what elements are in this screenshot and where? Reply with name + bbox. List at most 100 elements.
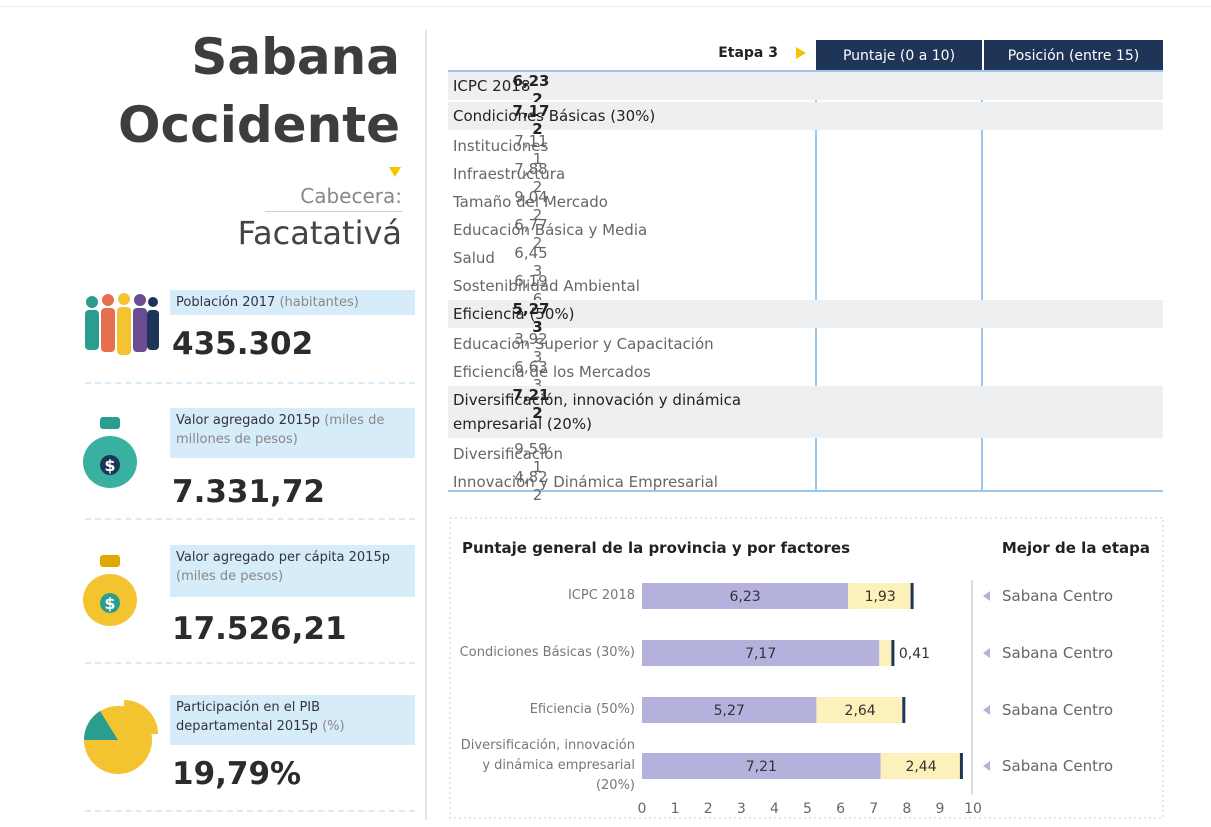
best-arrow xyxy=(983,591,990,601)
svg-text:$: $ xyxy=(104,456,115,475)
separator xyxy=(85,382,415,384)
table-row: Eficiencia de los Mercados 6,63 3 xyxy=(448,358,1163,394)
x-tick-label: 6 xyxy=(836,801,845,817)
bar-segment xyxy=(642,697,817,723)
row-position: 2 xyxy=(532,120,543,138)
row-name: Salud xyxy=(453,249,495,267)
divider xyxy=(425,30,427,820)
row-position: 2 xyxy=(532,486,543,504)
row-name: Eficiencia de los Mercados xyxy=(453,363,651,381)
row-name: Educación Superior y Capacitación xyxy=(453,335,714,353)
row-score: 7,11 xyxy=(514,132,548,150)
table-row: Diversificación, innovación y dinámica e… xyxy=(448,386,1163,438)
table-row: Condiciones Básicas (30%) 7,17 2 xyxy=(448,102,1163,138)
table-row: Tamaño del Mercado 9,04 2 xyxy=(448,188,1163,224)
title: Occidente xyxy=(117,96,400,154)
row-score: 5,27 xyxy=(512,300,550,318)
x-tick-label: 5 xyxy=(803,801,812,817)
indicator-unit: (habitantes) xyxy=(279,295,359,310)
row-score: 7,21 xyxy=(512,386,550,404)
table-row: ICPC 2018 6,23 2 xyxy=(448,72,1163,108)
separator xyxy=(85,662,415,664)
row-score: 9,59 xyxy=(514,440,548,458)
row-score: 7,17 xyxy=(512,102,550,120)
column-rule xyxy=(981,70,983,490)
indicator-value: 7.331,72 xyxy=(172,474,325,510)
row-name: Condiciones Básicas (30%) xyxy=(453,107,656,125)
bar-segment xyxy=(642,640,880,666)
top-rule xyxy=(0,6,1211,7)
chart-title: Puntaje general de la provincia y por fa… xyxy=(462,539,850,557)
category-label: Diversificación, innovación y dinámica e… xyxy=(460,738,635,793)
bar-segment xyxy=(642,753,881,779)
x-tick-label: 9 xyxy=(935,801,944,817)
separator xyxy=(85,518,415,520)
indicator-value: 19,79% xyxy=(172,756,302,792)
x-tick-label: 1 xyxy=(671,801,680,817)
stage-arrow xyxy=(796,47,806,59)
underline xyxy=(265,211,402,212)
category-text: Diversificación, innovación y dinámica e… xyxy=(460,738,635,793)
row-score: 6,77 xyxy=(514,216,548,234)
stage: Etapa 3 xyxy=(718,45,778,61)
bar-value-label: 1,93 xyxy=(865,589,896,605)
indicator-label: Población 2017 (habitantes) xyxy=(170,290,415,315)
indicator-unit: (%) xyxy=(322,719,345,734)
table-row: Educación Básica y Media 6,77 2 xyxy=(448,216,1163,252)
bar-segment xyxy=(879,640,893,666)
category-text: Eficiencia (50%) xyxy=(529,702,635,717)
row-name: ICPC 2018 xyxy=(453,77,531,95)
best-title: Mejor de la etapa xyxy=(1002,539,1150,557)
category-label: Condiciones Básicas (30%) xyxy=(460,645,635,660)
row-score: 9,04 xyxy=(514,188,548,206)
best-label: Sabana Centro xyxy=(1002,701,1113,719)
row-position: 2 xyxy=(532,178,543,196)
indicator-title: Participación en el PIB departamental 20… xyxy=(176,700,321,734)
indicator-unit: (miles de pesos) xyxy=(176,569,284,584)
bar-value-label: 7,17 xyxy=(745,646,776,662)
bar-segment xyxy=(848,583,913,609)
indicator-label: Participación en el PIB departamental 20… xyxy=(170,695,415,745)
row-score: 7,88 xyxy=(514,160,548,178)
row-position: 2 xyxy=(532,90,543,108)
row-name: Innovación y Dinámica Empresarial xyxy=(453,473,718,491)
indicator-title: Valor agregado per cápita 2015p xyxy=(176,550,390,565)
row-position: 2 xyxy=(532,404,543,422)
x-tick-label: 10 xyxy=(964,801,982,817)
x-tick-label: 0 xyxy=(638,801,647,817)
svg-text:$: $ xyxy=(104,594,115,613)
table-row: Educación Superior y Capacitación 3,92 3 xyxy=(448,330,1163,366)
row-position: 3 xyxy=(532,376,543,394)
bar-value-label: 6,23 xyxy=(730,589,761,605)
best-label: Sabana Centro xyxy=(1002,757,1113,775)
row-name: Educación Básica y Media xyxy=(453,221,648,239)
chart-frame xyxy=(449,517,1164,819)
row-name: Instituciones xyxy=(453,137,549,155)
column-rule xyxy=(815,70,817,490)
row-position: 1 xyxy=(532,150,543,168)
row-score: 3,92 xyxy=(514,330,548,348)
bar-value-label: 7,21 xyxy=(746,759,777,775)
row-name: Diversificación, innovación y dinámica e… xyxy=(453,391,742,433)
best-label: Sabana Centro xyxy=(1002,587,1113,605)
row-position: 3 xyxy=(532,318,543,336)
row-score: 6,19 xyxy=(514,272,548,290)
table-row: Sostenibilidad Ambiental 6,19 6 xyxy=(448,272,1163,308)
bar-value-label: 2,64 xyxy=(845,703,876,719)
indicator-title: Población 2017 xyxy=(176,295,276,310)
table-row: Innovación y Dinámica Empresarial 4,82 2 xyxy=(448,468,1163,504)
x-tick-label: 8 xyxy=(902,801,911,817)
row-score: 4,82 xyxy=(514,468,548,486)
indicator-value: 17.526,21 xyxy=(172,611,347,647)
row-position: 3 xyxy=(532,348,543,366)
column-header: Puntaje (0 a 10) xyxy=(816,40,982,70)
best-arrow xyxy=(983,705,990,715)
pie-icon xyxy=(83,700,158,774)
best-arrow xyxy=(983,761,990,771)
best-label: Sabana Centro xyxy=(1002,644,1113,662)
row-position: 1 xyxy=(532,458,543,476)
indicator-title: Valor agregado 2015p xyxy=(176,413,321,428)
x-tick-label: 7 xyxy=(869,801,878,817)
title: Sabana xyxy=(191,28,400,86)
